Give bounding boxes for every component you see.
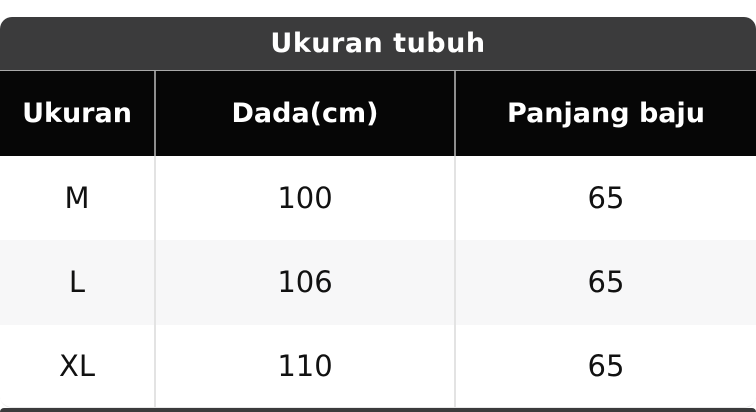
table-title-bar: Ukuran tubuh — [0, 17, 756, 70]
table-row-m: M 100 65 — [0, 155, 756, 240]
cell-chest-l: 106 — [154, 239, 454, 325]
table-title: Ukuran tubuh — [270, 27, 486, 59]
column-header-chest: Dada(cm) — [154, 70, 454, 156]
cell-length-xl: 65 — [454, 324, 756, 407]
cell-size-l: L — [68, 265, 86, 300]
column-header-length: Panjang baju — [454, 70, 756, 156]
next-table-header-edge — [0, 408, 756, 412]
cell-size-m: M — [64, 180, 90, 215]
cell-chest-m: 100 — [154, 155, 454, 240]
table-body: M 100 65 L 106 65 XL 110 65 — [0, 155, 756, 408]
column-header-size: Ukuran — [22, 97, 132, 129]
cell-length-l: 65 — [454, 239, 756, 325]
cell-length-m: 65 — [454, 155, 756, 240]
table-row-l: L 106 65 — [0, 239, 756, 325]
cell-size-xl: XL — [58, 349, 96, 384]
cell-chest-xl: 110 — [154, 324, 454, 407]
table-row-xl: XL 110 65 — [0, 324, 756, 407]
column-header-row: Ukuran Dada(cm) Panjang baju — [0, 69, 756, 156]
